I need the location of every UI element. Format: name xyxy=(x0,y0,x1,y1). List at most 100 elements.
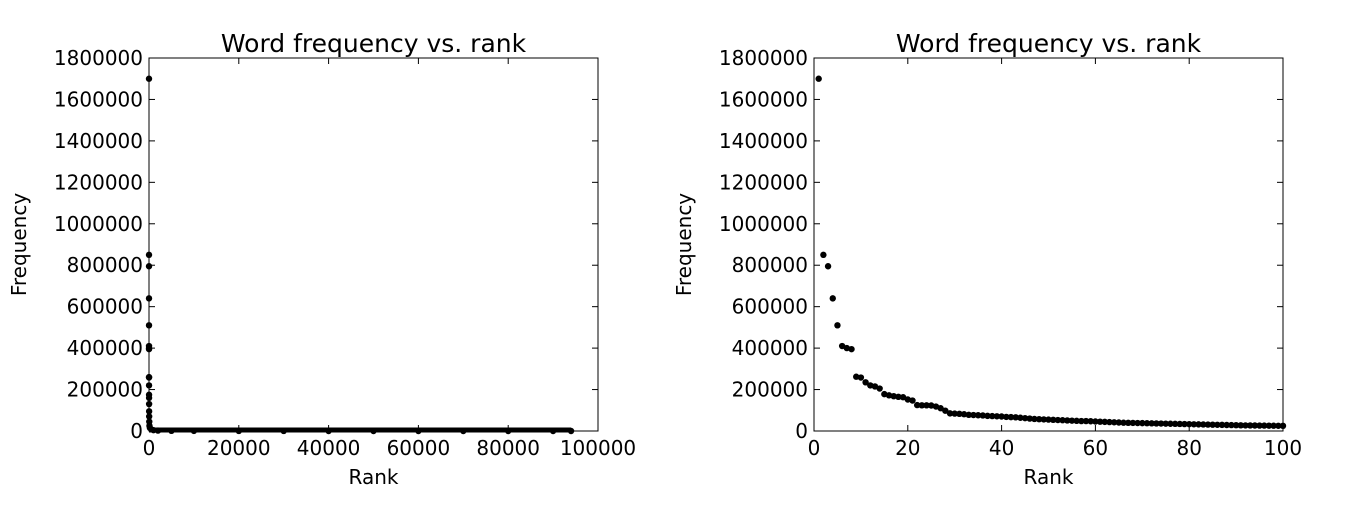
x-axis-label: Rank xyxy=(1024,465,1074,489)
data-point xyxy=(145,374,153,381)
data-point xyxy=(145,400,153,408)
data-point xyxy=(1223,421,1230,429)
data-point xyxy=(820,251,827,259)
data-point xyxy=(1204,421,1212,428)
data-point xyxy=(1139,419,1146,427)
x-tick-label: 60000 xyxy=(387,436,451,460)
data-point xyxy=(923,402,930,409)
plot-frame xyxy=(148,57,599,432)
data-point xyxy=(145,413,153,420)
y-tick-label: 1800000 xyxy=(54,46,143,70)
data-point xyxy=(946,410,954,417)
data-point xyxy=(1157,420,1165,427)
y-tick-label: 600000 xyxy=(67,295,143,319)
data-point xyxy=(918,402,926,409)
data-point xyxy=(1064,417,1071,424)
y-tick-label: 1400000 xyxy=(54,129,143,153)
chart-left: Word frequency vs. rank 0 20000 40000 60000 8… xyxy=(7,29,636,489)
chart-title: Word frequency vs. rank xyxy=(896,29,1202,58)
y-tick-label: 1600000 xyxy=(54,87,143,111)
data-point xyxy=(1007,413,1015,421)
data-point xyxy=(1232,421,1240,429)
data-point xyxy=(1059,417,1066,424)
y-tick-label: 1000000 xyxy=(719,212,808,236)
data-point xyxy=(1270,422,1277,429)
data-point xyxy=(1237,422,1244,429)
data-point xyxy=(1082,417,1090,425)
data-point xyxy=(1279,422,1287,430)
data-point xyxy=(974,412,982,419)
data-point xyxy=(979,412,987,419)
data-point xyxy=(848,345,855,353)
data-point xyxy=(1125,419,1132,427)
data-point xyxy=(1003,413,1010,421)
data-point xyxy=(1214,421,1221,428)
data-point xyxy=(829,295,836,302)
data-point xyxy=(1143,420,1151,427)
chart-title: Word frequency vs. rank xyxy=(221,29,527,58)
y-axis-label: Frequency xyxy=(672,193,696,296)
data-point xyxy=(145,295,153,302)
y-tick-label: 800000 xyxy=(732,253,808,277)
data-point xyxy=(1228,421,1235,429)
data-point xyxy=(989,412,996,420)
x-tick-label: 0 xyxy=(143,436,156,460)
data-point xyxy=(834,322,841,329)
chart-right: Word frequency vs. rank 0 20 40 60 80 100 0 2000… xyxy=(672,29,1302,489)
x-tick-label: 100000 xyxy=(560,436,636,460)
data-point xyxy=(890,392,897,400)
data-point xyxy=(993,413,1001,420)
data-point xyxy=(942,407,949,414)
data-point xyxy=(1162,420,1169,427)
data-point xyxy=(145,75,153,82)
y-tick-label: 0 xyxy=(130,419,143,443)
data-point xyxy=(1054,416,1062,424)
x-axis-label: Rank xyxy=(349,465,399,489)
data-point xyxy=(956,410,963,418)
data-point xyxy=(1040,416,1048,423)
data-point xyxy=(1171,420,1179,428)
data-point xyxy=(1078,417,1085,425)
data-point xyxy=(1261,422,1268,429)
data-point xyxy=(1256,422,1263,429)
y-tick-label: 200000 xyxy=(732,378,808,402)
data-point xyxy=(965,411,972,419)
x-tick-label: 40000 xyxy=(297,436,361,460)
data-point xyxy=(1115,419,1123,426)
data-point xyxy=(909,397,916,404)
data-point xyxy=(1101,418,1108,426)
data-point xyxy=(1153,420,1160,427)
data-point xyxy=(1017,414,1024,421)
data-point xyxy=(1209,421,1216,428)
data-point xyxy=(1035,415,1043,423)
data-point xyxy=(895,393,902,401)
data-point xyxy=(1246,422,1254,429)
data-point xyxy=(1181,420,1188,428)
data-point xyxy=(1148,420,1155,427)
data-point xyxy=(1129,419,1137,427)
x-tick-label: 80 xyxy=(1176,436,1201,460)
data-point xyxy=(1021,414,1029,422)
data-point xyxy=(1012,414,1019,421)
y-tick-label: 1800000 xyxy=(719,46,808,70)
data-point xyxy=(1120,419,1127,426)
data-point xyxy=(145,394,153,402)
data-point xyxy=(145,263,153,270)
y-tick-label: 600000 xyxy=(732,295,808,319)
data-point xyxy=(1218,421,1226,429)
y-tick-label: 400000 xyxy=(732,336,808,360)
data-point xyxy=(857,374,865,381)
data-point xyxy=(145,382,153,389)
data-point xyxy=(1195,421,1202,428)
data-point xyxy=(1068,417,1076,424)
data-point xyxy=(1096,418,1104,425)
data-point xyxy=(1106,418,1113,426)
data-point xyxy=(1167,420,1174,427)
data-point xyxy=(145,408,153,415)
data-point xyxy=(1186,420,1193,428)
data-point xyxy=(1073,417,1080,425)
data-point xyxy=(1275,422,1282,429)
y-tick-label: 1000000 xyxy=(54,212,143,236)
data-point xyxy=(998,413,1005,420)
